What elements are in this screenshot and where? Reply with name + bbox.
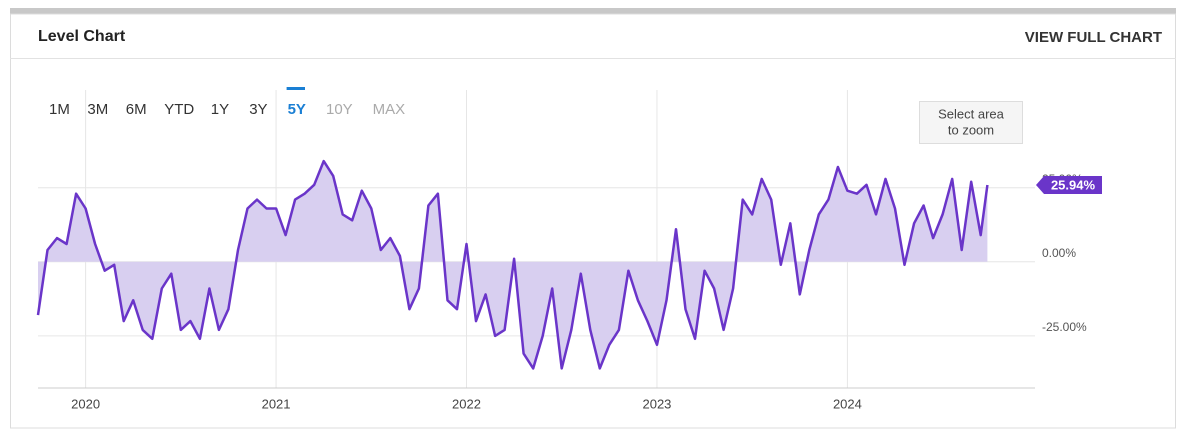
range-button[interactable]: MAX xyxy=(373,101,406,118)
top-bar xyxy=(10,8,1176,14)
plot: 20202021202220232024-25.00%0.00%25.00%25… xyxy=(36,90,1102,411)
x-tick-label: 2024 xyxy=(833,396,862,411)
panel-title: Level Chart xyxy=(38,28,126,45)
range-buttons: 1M 3M 6M YTD 1Y 3Y 5Y 10Y MAX xyxy=(49,87,405,118)
series-line xyxy=(36,159,989,370)
zoom-hint-text: Select area xyxy=(938,106,1005,121)
range-button[interactable]: 5Y xyxy=(288,101,306,118)
zoom-hint: Select area to zoom xyxy=(919,101,1023,144)
zoom-hint-box xyxy=(919,101,1023,144)
x-tick-label: 2020 xyxy=(71,396,100,411)
x-tick-label: 2022 xyxy=(452,396,481,411)
y-tick-label: -25.00% xyxy=(1042,320,1087,334)
active-indicator xyxy=(286,87,305,90)
panel-border xyxy=(10,13,1176,429)
range-button[interactable]: YTD xyxy=(164,101,194,118)
view-full-chart[interactable]: VIEW FULL CHART xyxy=(1025,29,1162,46)
y-tick-label: 0.00% xyxy=(1042,246,1076,260)
zoom-hint-text: to zoom xyxy=(948,122,994,137)
range-button[interactable]: 10Y xyxy=(326,101,353,118)
range-button[interactable]: 3M xyxy=(87,101,108,118)
range-button[interactable]: 1Y xyxy=(211,101,229,118)
value-badge-label: 25.94% xyxy=(1051,177,1096,192)
range-button[interactable]: 6M xyxy=(126,101,147,118)
x-tick-label: 2021 xyxy=(262,396,291,411)
range-button[interactable]: 3Y xyxy=(249,101,267,118)
x-tick-label: 2023 xyxy=(642,396,671,411)
range-button[interactable]: 1M xyxy=(49,101,70,118)
value-badge xyxy=(1036,175,1102,194)
